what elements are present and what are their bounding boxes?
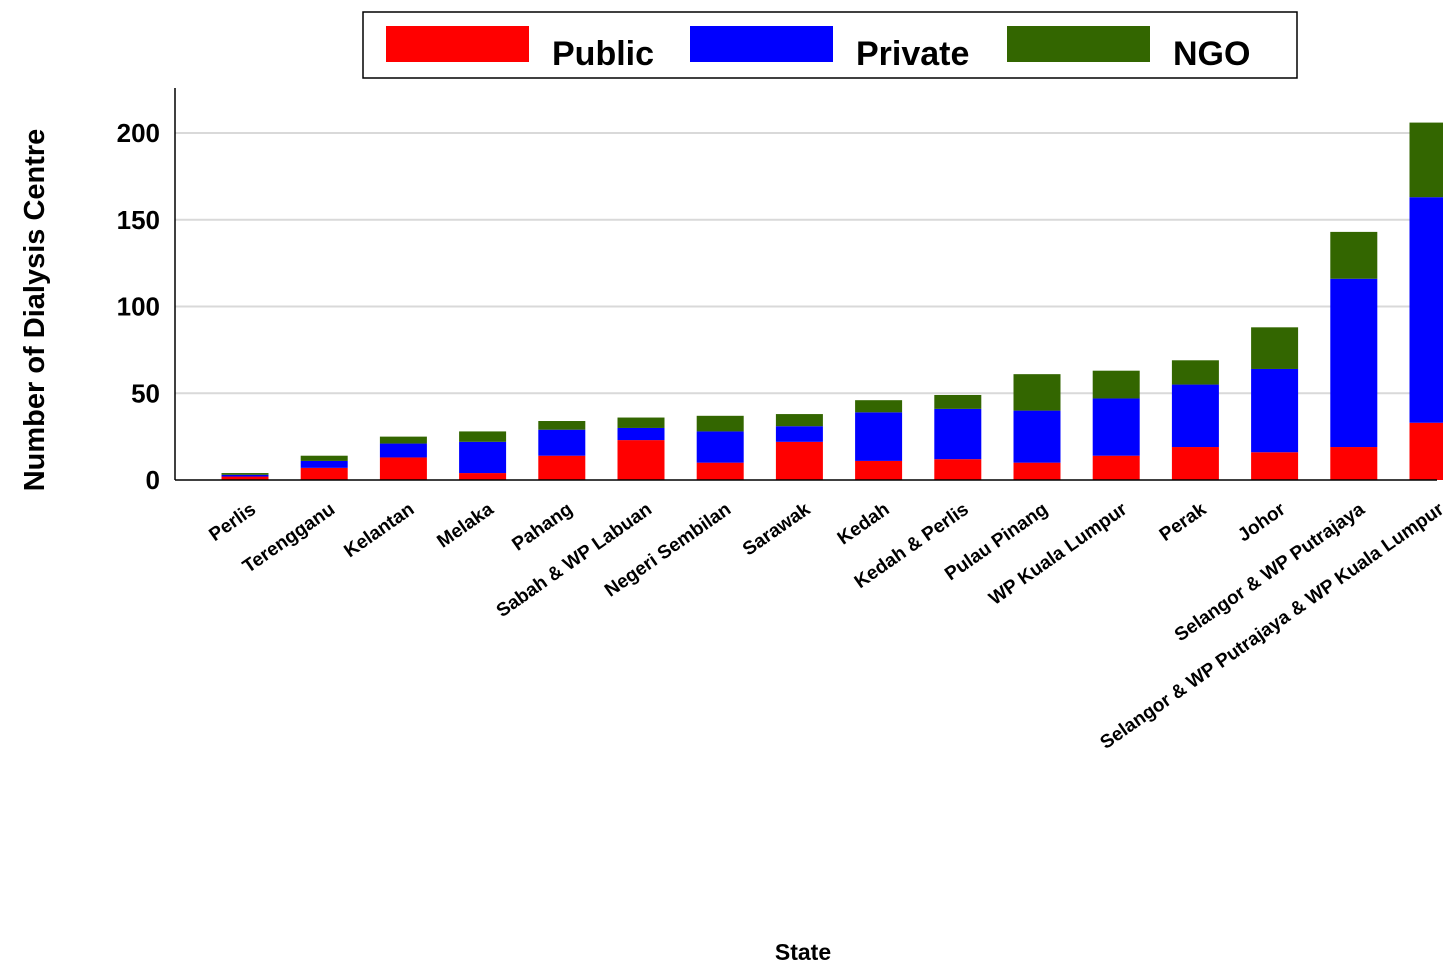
bar-segment-ngo	[1013, 374, 1061, 411]
bar-segment-public	[221, 476, 269, 480]
bars	[221, 122, 1443, 480]
x-tick-label: Pahang	[508, 499, 576, 556]
bar-segment-ngo	[1251, 327, 1299, 369]
bar-segment-public	[1251, 452, 1299, 480]
bar-segment-public	[300, 467, 348, 480]
bar-segment-public	[1409, 422, 1443, 480]
bar-segment-ngo	[300, 455, 348, 461]
bar-segment-private	[1409, 197, 1443, 423]
bar-segment-ngo	[1409, 122, 1443, 198]
bar-segment-public	[617, 440, 665, 480]
bar-segment-private	[855, 412, 903, 461]
bar-segment-private	[1092, 398, 1140, 456]
x-tick-label: Selangor & WP Putrajaya & WP Kuala Lumpu…	[1097, 499, 1443, 754]
x-tick-label: Perak	[1156, 499, 1211, 546]
bar-segment-ngo	[696, 415, 744, 432]
bar-segment-private	[459, 441, 507, 474]
bar-segment-public	[538, 455, 586, 480]
x-tick-label: Perlis	[205, 499, 259, 546]
axes	[174, 88, 1437, 481]
legend-label-ngo: NGO	[1173, 35, 1250, 73]
bar-segment-private	[617, 427, 665, 441]
bar-segment-private	[379, 443, 427, 458]
bar-segment-ngo	[1330, 231, 1378, 279]
bar-segment-ngo	[1092, 370, 1140, 399]
bar-segment-ngo	[538, 421, 586, 430]
gridlines	[175, 132, 1437, 395]
bar-segment-ngo	[617, 417, 665, 428]
bar-segment-ngo	[775, 414, 823, 427]
bar-segment-private	[1251, 368, 1299, 453]
bar-segment-public	[1330, 447, 1378, 480]
x-tick-label: Melaka	[434, 499, 498, 553]
bar-segment-private	[538, 429, 586, 456]
y-tick-labels: 0 50 100 150 200	[117, 118, 160, 495]
x-tick-label: Kedah	[834, 499, 894, 550]
bar-segment-ngo	[855, 400, 903, 413]
legend-label-private: Private	[856, 35, 969, 73]
bar-segment-private	[696, 431, 744, 463]
bar-segment-public	[459, 473, 507, 480]
bar-segment-ngo	[459, 431, 507, 442]
y-tick-label: 150	[117, 205, 160, 235]
bar-segment-ngo	[934, 394, 982, 409]
bar-segment-private	[300, 460, 348, 468]
y-tick-label: 0	[146, 465, 160, 495]
y-axis-title: Number of Dialysis Centre	[19, 129, 51, 492]
x-tick-label: WP Kuala Lumpur	[985, 499, 1131, 610]
bar-segment-public	[1013, 462, 1061, 480]
legend-swatch-private	[690, 26, 833, 62]
bar-segment-private	[1330, 278, 1378, 448]
bar-segment-private	[934, 408, 982, 460]
legend-swatch-public	[386, 26, 529, 62]
bar-segment-ngo	[379, 436, 427, 444]
legend: Public Private NGO	[362, 11, 1298, 79]
y-tick-label: 50	[131, 378, 160, 408]
bar-segment-public	[1171, 447, 1219, 480]
x-tick-label: Johor	[1234, 499, 1290, 547]
bar-segment-private	[1013, 410, 1061, 463]
y-tick-label: 100	[117, 292, 160, 322]
x-tick-label: Sarawak	[739, 499, 815, 561]
bar-segment-public	[379, 457, 427, 480]
legend-swatch-ngo	[1007, 26, 1150, 62]
bar-segment-private	[1171, 384, 1219, 448]
x-tick-label: Kelantan	[340, 499, 418, 562]
bar-segment-public	[775, 441, 823, 480]
bar-segment-ngo	[221, 473, 269, 475]
bar-segment-private	[221, 474, 269, 477]
y-tick-label: 200	[117, 118, 160, 148]
bar-segment-public	[696, 462, 744, 480]
bar-segment-public	[934, 459, 982, 480]
legend-label-public: Public	[552, 35, 654, 73]
bar-segment-ngo	[1171, 360, 1219, 385]
bar-segment-public	[855, 460, 903, 480]
bar-segment-public	[1092, 455, 1140, 480]
x-axis-title: State	[775, 939, 831, 963]
bar-segment-private	[775, 426, 823, 442]
